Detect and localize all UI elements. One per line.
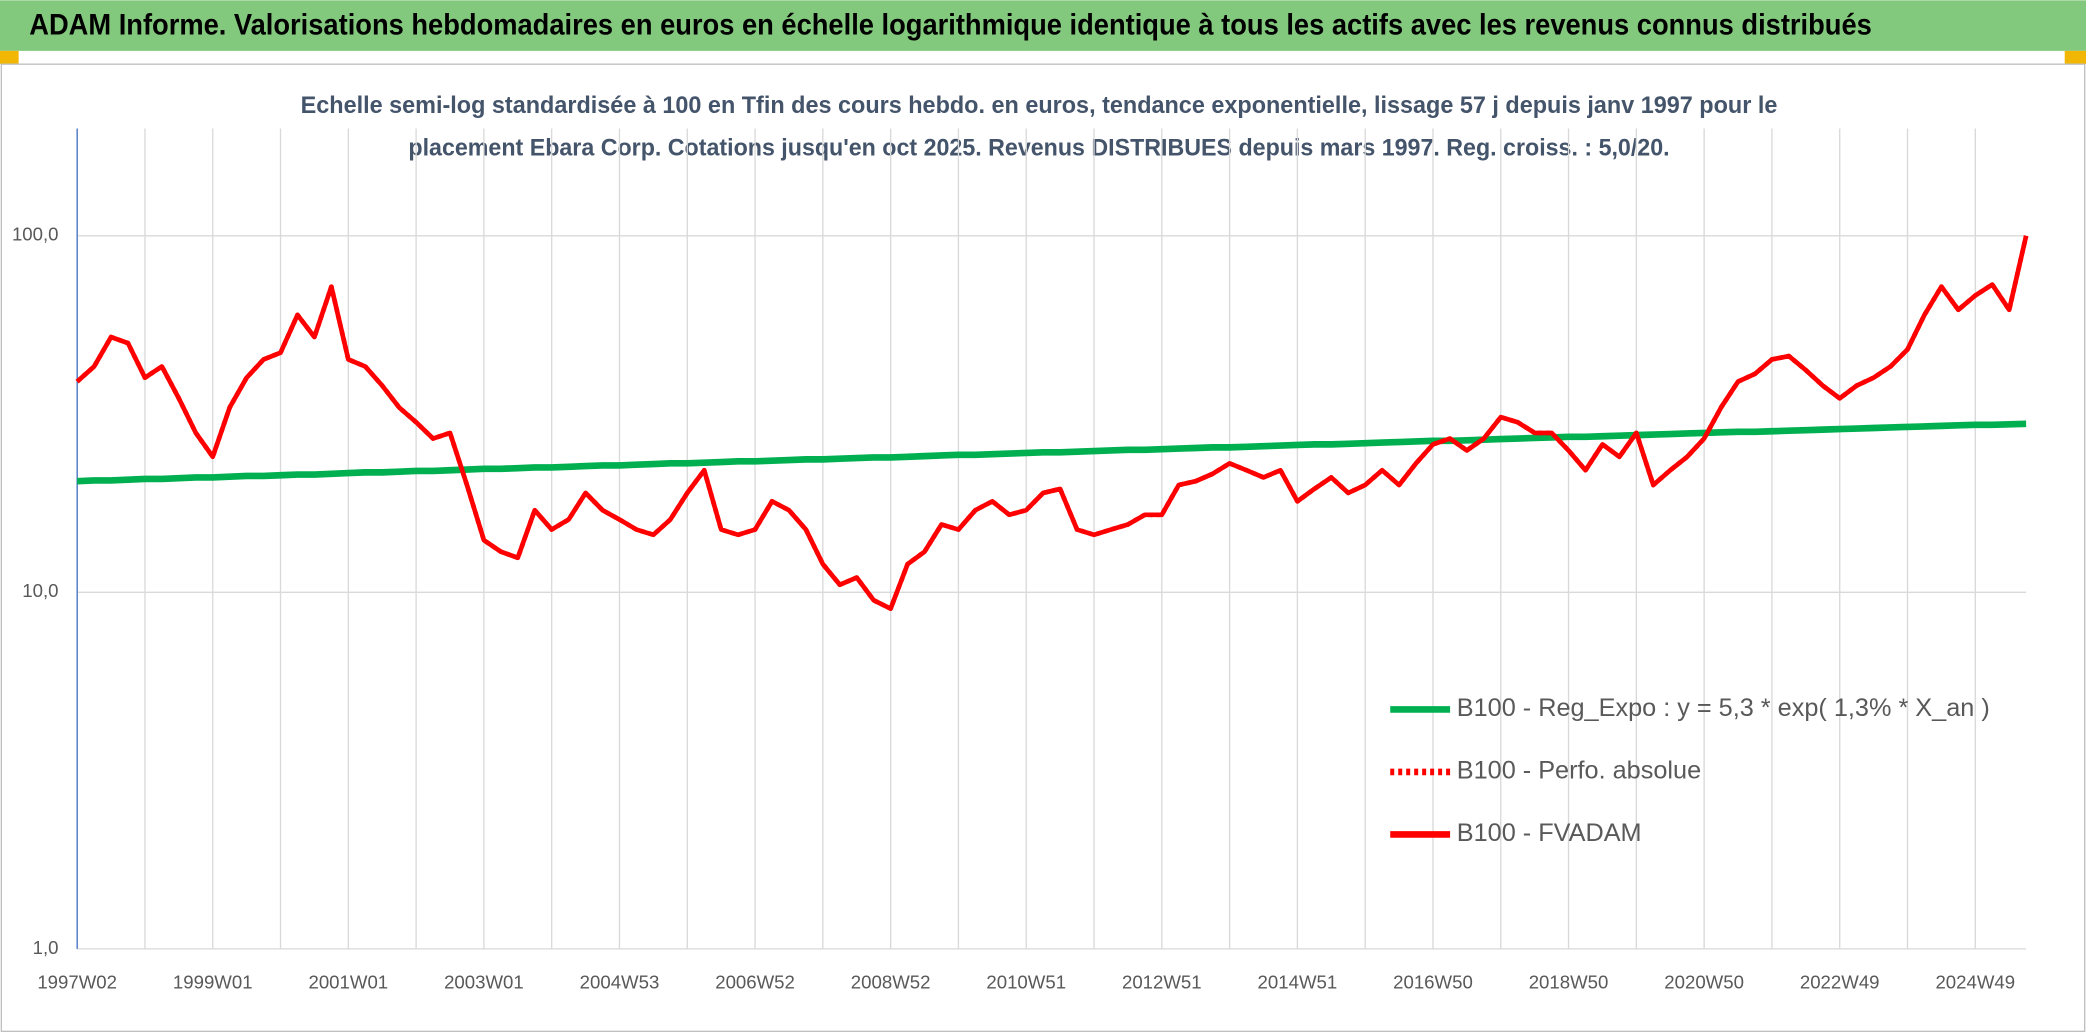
x-tick-label: 2022W49 bbox=[1800, 971, 1880, 992]
legend-label: B100 - Perfo. absolue bbox=[1457, 757, 1701, 785]
chart-subtitle: Echelle semi-log standardisée à 100 en T… bbox=[301, 92, 1778, 119]
x-tick-label: 2006W52 bbox=[715, 971, 795, 992]
series-line bbox=[75, 235, 2029, 611]
x-tick-label: 2010W51 bbox=[986, 971, 1066, 992]
x-tick-label: 2020W50 bbox=[1664, 971, 1744, 992]
x-tick-label: 2001W01 bbox=[308, 971, 388, 992]
x-tick-label: 2003W01 bbox=[444, 971, 524, 992]
x-tick-label: 1999W01 bbox=[173, 971, 253, 992]
y-tick-label: 100,0 bbox=[12, 224, 59, 245]
legend-label: B100 - Reg_Expo : y = 5,3 * exp( 1,3% * … bbox=[1457, 694, 1990, 722]
y-tick-label: 1,0 bbox=[33, 937, 59, 958]
corner-mark bbox=[0, 50, 19, 65]
x-tick-label: 2018W50 bbox=[1529, 971, 1609, 992]
y-tick-label: 10,0 bbox=[22, 580, 58, 601]
chart-title: ADAM Informe. Valorisations hebdomadaire… bbox=[29, 10, 1872, 42]
legend-label: B100 - FVADAM bbox=[1457, 819, 1642, 847]
series-line bbox=[77, 420, 2027, 485]
x-tick-label: 2024W49 bbox=[1935, 971, 2015, 992]
x-tick-label: 2012W51 bbox=[1122, 971, 1202, 992]
x-tick-label: 2014W51 bbox=[1258, 971, 1338, 992]
corner-mark bbox=[2064, 50, 2086, 65]
x-tick-label: 2004W53 bbox=[580, 971, 660, 992]
x-tick-label: 2016W50 bbox=[1393, 971, 1473, 992]
chart-subtitle: placement Ebara Corp. Cotations jusqu'en… bbox=[408, 135, 1669, 162]
chart-frame bbox=[0, 63, 2086, 1033]
x-tick-label: 1997W02 bbox=[37, 971, 117, 992]
header-bar bbox=[0, 0, 2086, 51]
x-tick-label: 2008W52 bbox=[851, 971, 931, 992]
series-line bbox=[75, 235, 2029, 611]
